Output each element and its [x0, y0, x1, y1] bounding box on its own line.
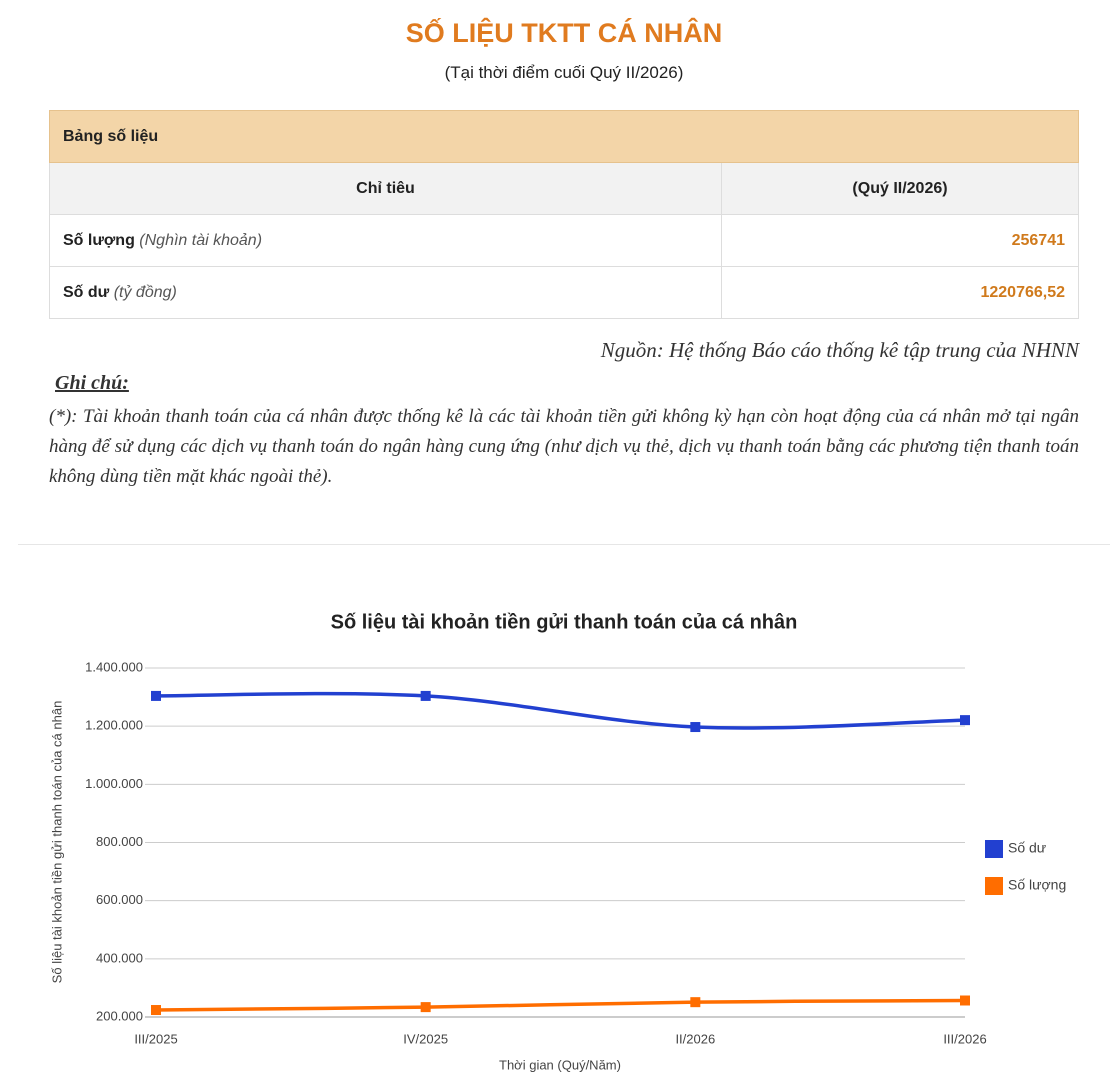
column-header: (Quý II/2026) — [721, 162, 1079, 215]
data-point — [151, 690, 161, 701]
row-value: 256741 — [721, 214, 1079, 267]
y-tick-label: 200.000 — [96, 1008, 143, 1023]
table-caption: Bảng số liệu — [49, 110, 1079, 163]
separator — [18, 544, 1110, 545]
row-unit: (tỷ đồng) — [113, 283, 177, 301]
x-tick-label: III/2025 — [134, 1031, 177, 1046]
legend-swatch — [985, 840, 1003, 858]
data-table: Bảng số liệu Chỉ tiêu (Quý II/2026) Số lư… — [49, 110, 1079, 319]
data-point — [420, 1002, 431, 1013]
data-point — [960, 715, 970, 726]
data-point — [960, 995, 970, 1006]
series-line — [155, 998, 966, 1012]
chart-title: Số liệu tài khoản tiền gửi thanh toán củ… — [331, 611, 798, 633]
data-point — [420, 690, 431, 701]
y-tick-label: 1.000.000 — [85, 776, 143, 791]
y-tick-label: 600.000 — [96, 892, 143, 907]
legend-swatch — [985, 877, 1003, 895]
source: Nguồn: Hệ thống Báo cáo thống kê tập tru… — [600, 338, 1079, 362]
data-point — [690, 997, 701, 1008]
note-label: Ghi chú: — [55, 372, 129, 394]
row-unit: (Nghìn tài khoản) — [139, 231, 263, 249]
row-label-cell: Số dư (tỷ đồng) — [49, 266, 722, 319]
row-label: Số dư — [63, 283, 110, 301]
x-tick-label: III/2026 — [943, 1031, 986, 1046]
row-value: 1220766,52 — [721, 266, 1079, 319]
data-point — [151, 1005, 161, 1016]
column-header: Chỉ tiêu — [49, 162, 722, 215]
legend-label: Số dư — [1008, 840, 1046, 856]
legend-label: Số lượng — [1008, 877, 1066, 893]
data-point — [690, 722, 701, 733]
row-label: Số lượng — [63, 231, 135, 249]
y-tick-label: 1.200.000 — [85, 718, 143, 733]
page-title: SỐ LIỆU TKTT CÁ NHÂN — [405, 18, 723, 48]
y-tick-label: 400.000 — [96, 950, 143, 965]
x-axis-label: Thời gian (Quý/Năm) — [499, 1057, 621, 1072]
note-text: (*): Tài khoản thanh toán của cá nhân đư… — [49, 406, 1079, 487]
y-tick-label: 1.400.000 — [85, 659, 143, 674]
row-label-cell: Số lượng (Nghìn tài khoản) — [49, 214, 722, 267]
series-line — [155, 691, 966, 730]
x-tick-label: II/2026 — [675, 1031, 715, 1046]
y-axis-label: Số liệu tài khoản tiền gửi thanh toán củ… — [49, 701, 64, 984]
page-subtitle: (Tại thời điểm cuối Quý II/2026) — [444, 63, 684, 82]
x-tick-label: IV/2025 — [403, 1031, 448, 1046]
y-tick-label: 800.000 — [96, 834, 143, 849]
